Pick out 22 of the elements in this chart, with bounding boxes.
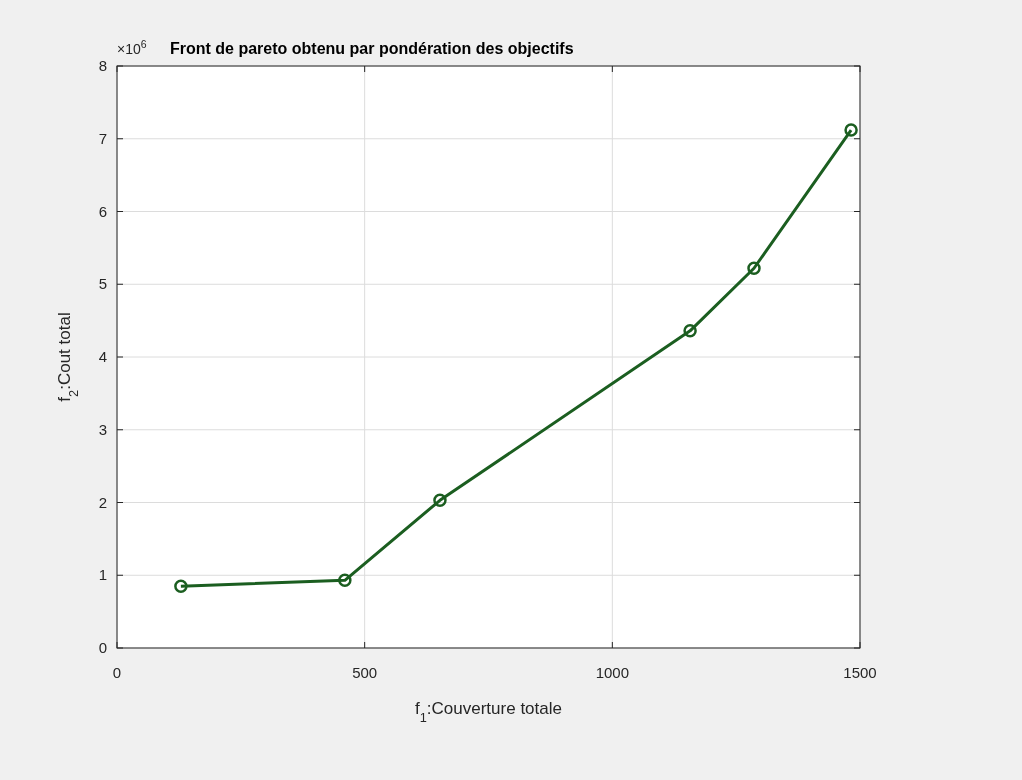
x-tick-label: 1500 <box>843 664 877 681</box>
point <box>174 579 188 593</box>
y-tick-label: 2 <box>98 493 107 511</box>
y-tick-label: 6 <box>98 202 107 220</box>
y-tick-label: 0 <box>98 639 107 656</box>
x-axis-title: f$_{1}$:Couverture totale <box>415 699 562 725</box>
y-tick-label: 3 <box>98 420 107 438</box>
point <box>338 573 352 588</box>
x-tick-label: 500 <box>352 664 378 681</box>
y-tick-label: 4 <box>98 348 107 365</box>
chart-title: Front de pareto obtenu par pondération des objectifs <box>170 40 574 57</box>
y-tick-label: 1 <box>98 566 107 584</box>
point <box>844 123 858 137</box>
point <box>683 324 697 338</box>
y-tick-label: 8 <box>98 57 107 74</box>
point <box>433 493 447 508</box>
point <box>747 261 761 275</box>
y-tick-label: 5 <box>98 275 107 293</box>
x-tick-label: 0 <box>112 664 122 681</box>
y-tick-label: 7 <box>98 129 107 147</box>
x-tick-label: 1000 <box>595 664 630 681</box>
text: ×10$^{6}$ <box>117 38 147 57</box>
